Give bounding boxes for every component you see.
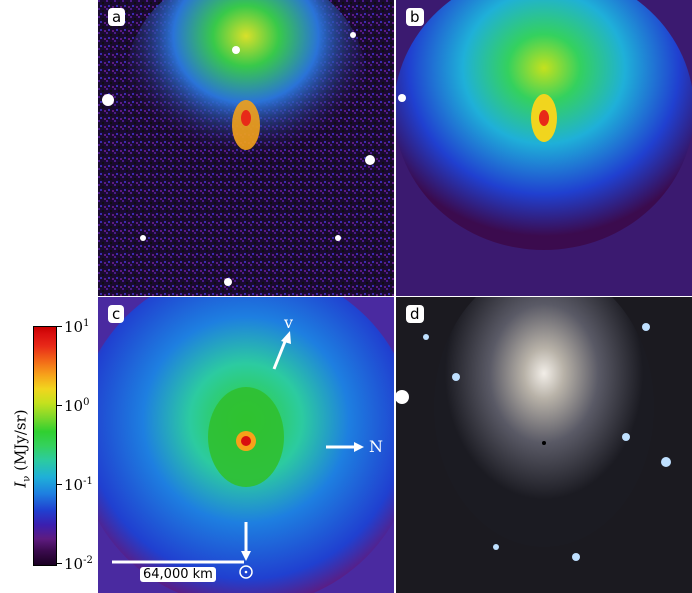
panel-d-image: d (396, 297, 692, 593)
velocity-arrow (272, 338, 288, 370)
panel-d-graphic (396, 297, 692, 593)
velocity-arrow-head (281, 331, 291, 344)
panel-c-image: c (98, 297, 394, 593)
colorbar-tick (56, 563, 62, 564)
intensity-symbol: I (11, 481, 30, 488)
panel-a-image: a (98, 0, 394, 296)
velocity-label: v (284, 313, 294, 332)
panel-b-image: b (396, 0, 692, 296)
colorbar-tick-label: 10-2 (64, 553, 93, 572)
colorbar-tick-label: 101 (64, 316, 89, 335)
colorbar-axis-label: Iν (MJy/sr) (12, 399, 33, 499)
panel-c-label: c (108, 305, 125, 323)
tick-exponent: -1 (83, 476, 93, 487)
panel-a-graphic (98, 0, 394, 296)
sun-direction-arrow-head (241, 551, 251, 561)
tick-base: 10 (64, 555, 84, 573)
tick-exponent: 1 (83, 318, 90, 329)
scale-bar-label: 64,000 km (140, 567, 216, 582)
tick-exponent: 0 (83, 397, 90, 408)
panel-a-label: a (108, 8, 126, 26)
panel-c-graphic (98, 297, 394, 593)
intensity-subscript: ν (21, 475, 33, 482)
intensity-units: (MJy/sr) (11, 409, 30, 471)
tick-base: 10 (64, 476, 84, 494)
colorbar (33, 326, 57, 566)
colorbar-tick (56, 484, 62, 485)
colorbar-tick (56, 405, 62, 406)
sun-symbol-icon (239, 565, 253, 579)
tick-exponent: -2 (83, 555, 93, 566)
colorbar-tick-label: 100 (64, 395, 89, 414)
panel-b-graphic (396, 0, 692, 296)
colorbar-tick (56, 326, 62, 327)
tick-base: 10 (64, 318, 84, 336)
north-label: N (369, 437, 383, 456)
colorbar-tick-label: 10-1 (64, 474, 93, 493)
panel-b-label: b (406, 8, 424, 26)
north-arrow-head (354, 442, 364, 452)
panel-d-label: d (406, 305, 424, 323)
tick-base: 10 (64, 397, 84, 415)
